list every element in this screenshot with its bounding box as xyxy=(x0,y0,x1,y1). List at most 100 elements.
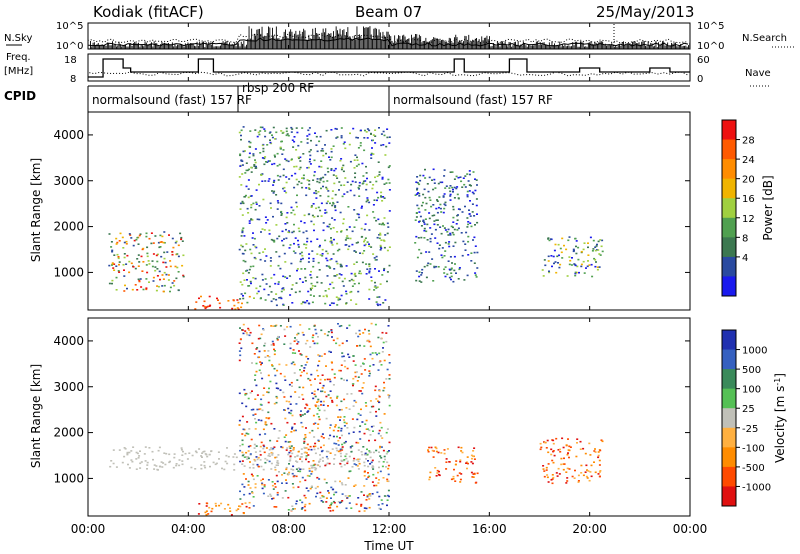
data-cell xyxy=(432,168,435,171)
data-cell xyxy=(377,196,380,199)
data-cell xyxy=(426,239,429,241)
data-cell xyxy=(290,509,293,511)
data-cell xyxy=(473,472,476,475)
data-cell xyxy=(327,226,330,228)
data-cell xyxy=(382,302,385,304)
data-cell xyxy=(376,199,378,202)
data-cell xyxy=(321,387,324,389)
data-cell xyxy=(387,473,390,476)
data-cell xyxy=(113,269,116,271)
data-cell xyxy=(261,273,264,276)
data-cell xyxy=(466,194,469,196)
data-cell xyxy=(466,274,469,277)
data-cell xyxy=(326,275,329,277)
data-cell xyxy=(355,458,358,461)
data-cell xyxy=(245,270,247,272)
data-cell xyxy=(239,153,242,156)
data-cell xyxy=(368,243,370,245)
data-cell xyxy=(239,208,242,210)
data-cell xyxy=(280,210,283,213)
data-cell xyxy=(241,433,244,435)
data-cell xyxy=(303,301,306,304)
data-cell xyxy=(293,213,296,216)
data-cell xyxy=(586,469,588,471)
data-cell xyxy=(241,483,244,486)
data-cell xyxy=(316,413,319,415)
data-cell xyxy=(364,423,367,425)
data-cell xyxy=(329,240,332,243)
data-cell xyxy=(352,405,355,407)
data-cell xyxy=(138,280,141,283)
data-cell xyxy=(556,475,559,477)
data-cell xyxy=(206,305,209,308)
data-cell xyxy=(328,462,331,465)
data-cell xyxy=(249,487,252,489)
data-cell xyxy=(451,186,454,189)
data-cell xyxy=(259,152,262,154)
data-cell xyxy=(353,194,356,197)
data-cell xyxy=(329,202,331,205)
data-cell xyxy=(341,195,344,198)
data-cell xyxy=(253,353,256,355)
data-cell xyxy=(583,272,586,274)
data-cell xyxy=(378,507,381,510)
data-cell xyxy=(313,466,316,469)
data-cell xyxy=(437,451,440,454)
data-cell xyxy=(310,240,313,243)
data-cell xyxy=(290,445,293,447)
data-cell xyxy=(280,202,283,205)
data-cell xyxy=(305,457,308,459)
data-cell xyxy=(368,270,371,272)
data-cell xyxy=(332,227,335,229)
data-cell xyxy=(471,203,474,205)
data-cell xyxy=(343,419,345,421)
data-cell xyxy=(308,431,311,434)
data-cell xyxy=(245,432,248,435)
data-cell xyxy=(241,200,244,203)
data-cell xyxy=(359,414,362,416)
data-cell xyxy=(352,355,355,357)
data-cell xyxy=(267,495,270,497)
data-cell xyxy=(261,362,263,364)
data-cell xyxy=(388,374,391,376)
data-cell xyxy=(316,178,319,180)
data-cell xyxy=(239,490,241,493)
data-cell xyxy=(342,164,345,167)
data-cell xyxy=(256,463,259,466)
data-cell xyxy=(241,214,244,216)
data-cell xyxy=(342,285,345,287)
data-cell xyxy=(270,207,272,209)
data-cell xyxy=(425,251,428,253)
data-cell xyxy=(471,457,473,460)
data-cell xyxy=(586,477,589,479)
data-cell xyxy=(296,461,299,463)
data-cell xyxy=(240,184,243,186)
data-cell xyxy=(364,223,367,225)
data-cell xyxy=(123,455,126,458)
data-cell xyxy=(333,501,336,504)
data-cell xyxy=(269,139,271,141)
data-cell xyxy=(312,414,315,417)
data-cell xyxy=(329,259,332,261)
data-cell xyxy=(461,211,464,213)
data-cell xyxy=(151,260,154,262)
data-cell xyxy=(314,422,317,425)
data-cell xyxy=(455,175,458,178)
data-cell xyxy=(470,454,473,457)
y-tick-label: 2000 xyxy=(53,220,84,234)
data-cell xyxy=(601,239,604,242)
data-cell xyxy=(476,251,479,254)
data-cell xyxy=(276,480,279,483)
data-cell xyxy=(261,126,264,129)
data-cell xyxy=(306,361,309,364)
data-cell xyxy=(556,255,559,258)
data-cell xyxy=(330,302,333,304)
data-cell xyxy=(321,433,324,435)
data-cell xyxy=(365,405,368,407)
data-cell xyxy=(262,198,265,201)
data-cell xyxy=(367,460,369,462)
data-cell xyxy=(552,439,555,442)
cpid-label: CPID xyxy=(4,89,36,103)
data-cell xyxy=(241,302,243,305)
data-cell xyxy=(251,491,254,493)
